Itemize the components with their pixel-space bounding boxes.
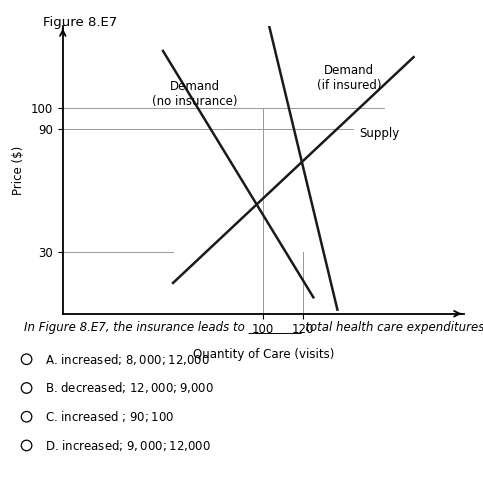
Text: C. increased ; $90; $100: C. increased ; $90; $100 bbox=[45, 409, 174, 424]
Text: In Figure 8.E7, the insurance leads to _________ total health care expenditures : In Figure 8.E7, the insurance leads to _… bbox=[24, 321, 483, 334]
Text: A. increased; $8,000; $12,000: A. increased; $8,000; $12,000 bbox=[45, 352, 210, 367]
Text: Demand
(if insured): Demand (if insured) bbox=[317, 64, 382, 91]
Text: B. decreased; $12,000; $9,000: B. decreased; $12,000; $9,000 bbox=[45, 380, 214, 396]
Text: Supply: Supply bbox=[359, 126, 399, 139]
X-axis label: Quantity of Care (visits): Quantity of Care (visits) bbox=[193, 348, 334, 361]
Text: Figure 8.E7: Figure 8.E7 bbox=[43, 16, 118, 29]
Text: D. increased; $9,000; $12,000: D. increased; $9,000; $12,000 bbox=[45, 438, 211, 453]
Y-axis label: Price ($): Price ($) bbox=[12, 146, 25, 194]
Text: Demand
(no insurance): Demand (no insurance) bbox=[152, 80, 238, 108]
